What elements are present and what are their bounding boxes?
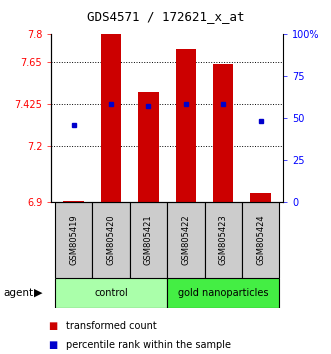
Bar: [55, 278, 167, 308]
Bar: [64, 201, 84, 202]
Text: control: control: [94, 288, 128, 298]
Text: GSM805423: GSM805423: [219, 215, 228, 265]
Bar: [242, 202, 279, 278]
Text: GSM805420: GSM805420: [107, 215, 116, 265]
Text: GSM805419: GSM805419: [69, 215, 78, 265]
Bar: [130, 202, 167, 278]
Bar: [213, 64, 233, 202]
Bar: [250, 193, 271, 202]
Bar: [55, 202, 92, 278]
Text: agent: agent: [3, 288, 33, 298]
Text: ▶: ▶: [34, 288, 42, 298]
Bar: [167, 278, 279, 308]
Text: percentile rank within the sample: percentile rank within the sample: [66, 340, 231, 350]
Bar: [138, 92, 159, 202]
Bar: [175, 48, 196, 202]
Text: ■: ■: [48, 340, 57, 350]
Text: GSM805422: GSM805422: [181, 215, 190, 265]
Bar: [205, 202, 242, 278]
Bar: [92, 202, 130, 278]
Text: gold nanoparticles: gold nanoparticles: [178, 288, 268, 298]
Text: GDS4571 / 172621_x_at: GDS4571 / 172621_x_at: [87, 10, 244, 23]
Text: ■: ■: [48, 321, 57, 331]
Text: GSM805421: GSM805421: [144, 215, 153, 265]
Text: transformed count: transformed count: [66, 321, 157, 331]
Bar: [167, 202, 205, 278]
Bar: [101, 34, 121, 202]
Text: GSM805424: GSM805424: [256, 215, 265, 265]
